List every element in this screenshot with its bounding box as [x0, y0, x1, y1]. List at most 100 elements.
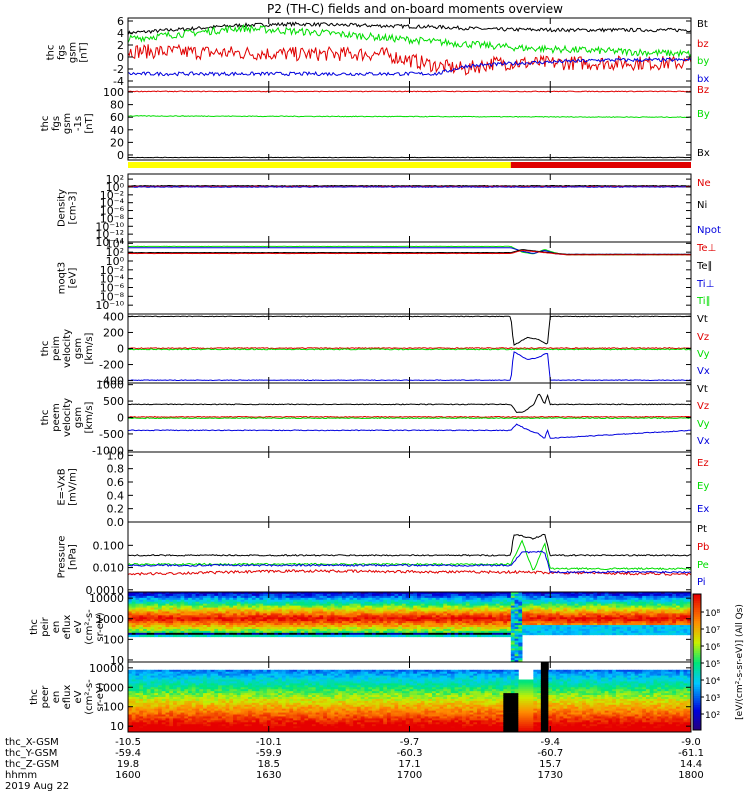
spectrogram-cell [278, 635, 282, 637]
legend-label: bz [697, 39, 709, 50]
spectrogram-cell [466, 635, 470, 637]
ylabel-line: thc [40, 410, 51, 426]
spectrogram-cell [259, 635, 263, 637]
spectrogram-cell [398, 635, 402, 637]
spectrogram-cell [267, 635, 271, 637]
ylabel-line: peer [40, 685, 51, 709]
ylabel-line: [km/s] [84, 401, 95, 433]
spectrogram-cell [428, 635, 432, 637]
spectrogram-cell [410, 635, 414, 637]
spectrogram-cell [207, 635, 211, 637]
spectrogram-cell [455, 635, 459, 637]
panel-frame [128, 174, 691, 242]
spectrogram-cell [665, 633, 669, 635]
spectrogram-cell [612, 633, 616, 635]
spectrogram-cell [485, 635, 489, 637]
spectrogram-cell [503, 635, 507, 637]
spectrogram-cell [154, 635, 158, 637]
spectrogram-cell [530, 633, 534, 635]
legend-label: Vt [697, 384, 708, 395]
spectrogram-cell [436, 635, 440, 637]
series-Vt [128, 394, 691, 412]
series-Vy [128, 349, 691, 350]
spectrogram-cell [192, 635, 196, 637]
ylabel-line: [nPa] [68, 544, 79, 570]
ylabel-line: eflux [62, 615, 73, 640]
ylabel-line: peir [40, 616, 51, 636]
spectrogram-cell [635, 633, 639, 635]
ylabel-line: eflux [62, 685, 73, 710]
spectrogram-cell [578, 633, 582, 635]
spectrogram-cell [256, 635, 260, 637]
ytick-label: 0.4 [107, 489, 125, 502]
spectrogram-cell [447, 635, 451, 637]
series-Vz [128, 417, 691, 418]
spectrogram-cell [334, 635, 338, 637]
ytick-label: 500 [103, 395, 124, 408]
spectrogram-cell [563, 633, 567, 635]
legend-label: Ne [697, 178, 711, 189]
spectrogram-cell [650, 633, 654, 635]
spectrogram-cell [248, 635, 252, 637]
spectrogram-cell [545, 633, 549, 635]
ylabel-line: en [51, 691, 62, 704]
ytick-label: 0.100 [93, 539, 125, 552]
ylabel-line: fgs [51, 116, 62, 131]
spectrogram-cell [158, 635, 162, 637]
ytick-label: 0 [117, 149, 124, 162]
spectrogram-cell [379, 635, 383, 637]
spectrogram-cell [616, 633, 620, 635]
spectrogram-cell [432, 635, 436, 637]
spectrogram-cell [128, 635, 132, 637]
spectrogram-cell [323, 635, 327, 637]
spectrogram-cell [402, 635, 406, 637]
legend-label: Vt [697, 314, 708, 325]
spectrogram-cell [492, 635, 496, 637]
ylabel-line: peem [51, 403, 62, 431]
spectrogram-cell [233, 635, 237, 637]
series-Pt [128, 534, 691, 556]
spectrogram-cell [361, 635, 365, 637]
legend-label: Ey [697, 481, 709, 492]
spectrogram-cell [413, 635, 417, 637]
spectrogram-cell [316, 635, 320, 637]
ytick-label: 0.010 [93, 562, 125, 575]
ylabel-line: peim [51, 336, 62, 361]
spectrogram-cell [132, 635, 136, 637]
spectrogram-cell [319, 635, 323, 637]
legend-label: Vx [697, 366, 710, 377]
spectrogram-cell [188, 635, 192, 637]
spectrogram-cell [252, 635, 256, 637]
spectrogram-cell [661, 633, 665, 635]
spectrogram-cell [139, 635, 143, 637]
spectrogram-cell [331, 635, 335, 637]
spectrogram-cell [571, 633, 575, 635]
chart-title: P2 (TH-C) fields and on-board moments ov… [267, 2, 563, 16]
spectrogram-cell [575, 633, 579, 635]
spectrogram-cell [293, 635, 297, 637]
legend-label: Vx [697, 436, 710, 447]
legend-label: Ti∥ [696, 296, 711, 307]
ylabel-line: [nT] [84, 113, 95, 133]
spectrogram-cell [308, 635, 312, 637]
legend-label: Ex [697, 504, 709, 515]
spectrogram-cell [271, 635, 275, 637]
legend-label: by [697, 56, 709, 67]
spectrogram-cell [657, 633, 661, 635]
spectrogram-cell [357, 635, 361, 637]
panel-p3: Density[cm-3]10²10⁰10⁻²10⁻⁴10⁻⁶10⁻⁸10⁻¹⁰… [57, 173, 721, 249]
spectrogram-cell [177, 635, 181, 637]
spectrogram-cell [653, 633, 657, 635]
spectrogram-cell [222, 635, 226, 637]
legend-label: Pe [697, 560, 709, 571]
ytick-label: 100 [103, 633, 124, 646]
legend-label: Vz [697, 332, 709, 343]
spectrogram-cell [312, 635, 316, 637]
ylabel-line: [km/s] [84, 332, 95, 364]
series-Vx [128, 424, 691, 438]
spectrogram-cell [668, 633, 672, 635]
spectrogram-cell [462, 635, 466, 637]
